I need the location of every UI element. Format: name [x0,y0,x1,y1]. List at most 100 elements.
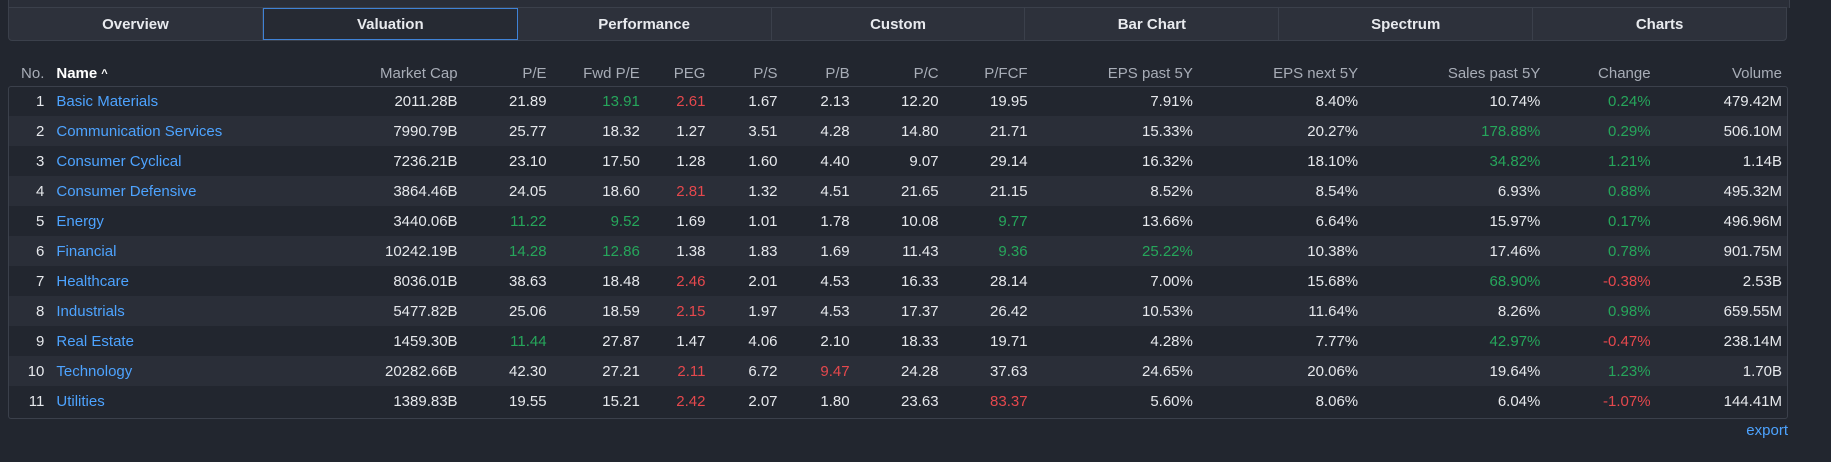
cell-change: 1.23% [1608,362,1651,380]
cell-change: 0.29% [1608,122,1651,140]
sector-link[interactable]: Basic Materials [56,92,159,110]
cell-change: -0.47% [1603,332,1651,350]
cell-eps-past-5y: 25.22% [1141,242,1193,260]
col-header-pe[interactable]: P/E [522,64,547,82]
col-header-ps[interactable]: P/S [753,64,778,82]
cell-fwd-pe: 13.91 [602,92,640,110]
cell-volume: 238.14M [1723,332,1782,350]
sector-link[interactable]: Real Estate [56,332,134,350]
sector-link[interactable]: Communication Services [56,122,223,140]
cell-sales-past-5y: 17.46% [1489,242,1541,260]
cell-name: Healthcare [50,266,357,296]
table-row[interactable]: 4 Consumer Defensive 3864.46B 24.05 18.60 2.8… [8,176,1788,206]
cell-volume: 2.53B [1742,272,1782,290]
cell-pe: 24.05 [509,182,547,200]
table-row[interactable]: 6 Financial 10242.19B 14.28 12.86 1.38 1.83 1.6… [8,236,1788,266]
cell-pe: 11.22 [510,212,547,230]
col-header-pb[interactable]: P/B [825,64,850,82]
col-header-name[interactable]: Name ^ [50,60,357,86]
cell-change: 0.88% [1608,182,1651,200]
cell-ps: 2.07 [748,392,778,410]
cell-pc: 23.63 [901,392,939,410]
table-row[interactable]: 7 Healthcare 8036.01B 38.63 18.48 2.46 2.01 4.5… [8,266,1788,296]
cell-pe: 19.55 [509,392,547,410]
tab-charts[interactable]: Charts [1635,15,1684,33]
sector-link[interactable]: Healthcare [56,272,129,290]
cell-eps-next-5y: 6.64% [1315,212,1359,230]
cell-pfcf: 9.36 [998,242,1028,260]
cell-fwd-pe: 17.50 [602,152,640,170]
cell-pb: 4.53 [820,272,850,290]
tab-custom[interactable]: Custom [772,8,1026,40]
cell-sales-past-5y: 15.97% [1489,212,1541,230]
col-header-peg[interactable]: PEG [673,64,706,82]
cell-market-cap: 2011.28B [394,92,458,110]
col-header-pfcf[interactable]: P/FCF [984,64,1028,82]
sector-link[interactable]: Consumer Defensive [56,182,197,200]
col-header-sales-past-5y[interactable]: Sales past 5Y [1447,64,1541,82]
col-header-no[interactable]: No. [21,64,45,82]
col-header-fwd-pe[interactable]: Fwd P/E [583,64,640,82]
cell-fwd-pe: 18.60 [602,182,640,200]
cell-no: 5 [36,212,45,230]
cell-eps-past-5y: 5.60% [1150,392,1193,410]
cell-name: Communication Services [50,116,357,146]
cell-change: 0.78% [1608,242,1651,260]
table-row[interactable]: 8 Industrials 5477.82B 25.06 18.59 2.15 1.97 4.… [8,296,1788,326]
col-header-eps-next-5y[interactable]: EPS next 5Y [1273,64,1359,82]
cell-no: 8 [36,302,45,320]
tab-performance[interactable]: Performance [518,8,772,40]
tab-bar-chart[interactable]: Bar Chart [1025,8,1280,40]
cell-pe: 25.77 [509,122,547,140]
cell-market-cap: 7236.21B [393,152,458,170]
cell-pfcf: 21.71 [990,122,1028,140]
cell-name: Basic Materials [50,86,357,116]
table-row[interactable]: 5 Energy 3440.06B 11.22 9.52 1.69 1.01 1.78 10.0… [8,206,1788,236]
tab-overview[interactable]: Overview [9,8,263,40]
table-row[interactable]: 11 Utilities 1389.83B 19.55 15.21 2.42 2.07 1.8… [8,386,1788,416]
cell-no: 4 [36,182,45,200]
cell-name: Industrials [50,296,357,326]
cell-market-cap: 20282.66B [384,362,458,380]
cell-pfcf: 19.95 [990,92,1028,110]
sector-link[interactable]: Financial [56,242,117,260]
export-link[interactable]: export [1746,422,1788,439]
cell-sales-past-5y: 10.74% [1489,92,1541,110]
cell-pe: 25.06 [509,302,547,320]
cell-sales-past-5y: 178.88% [1481,122,1541,140]
cell-pc: 10.08 [901,212,939,230]
cell-peg: 1.47 [676,332,706,350]
tab-spectrum[interactable]: Spectrum [1279,8,1534,40]
sector-link[interactable]: Energy [56,212,104,230]
sector-link[interactable]: Utilities [56,392,105,410]
cell-sales-past-5y: 68.90% [1489,272,1541,290]
sector-link[interactable]: Industrials [56,302,125,320]
table-row[interactable]: 1 Basic Materials 2011.28B 21.89 13.91 2.61 1.… [8,86,1788,116]
col-header-market-cap[interactable]: Market Cap [380,64,458,82]
col-header-eps-past-5y[interactable]: EPS past 5Y [1107,64,1193,82]
table-row[interactable]: 3 Consumer Cyclical 7236.21B 23.10 17.50 1.28… [8,146,1788,176]
cell-fwd-pe: 12.86 [602,242,640,260]
cell-peg: 2.15 [676,302,706,320]
table-row[interactable]: 2 Communication Services 7990.79B 25.77 18.3… [8,116,1788,146]
sector-link[interactable]: Technology [56,362,133,380]
cell-pfcf: 29.14 [990,152,1028,170]
cell-pe: 14.28 [509,242,547,260]
cell-pb: 4.40 [820,152,850,170]
cell-pc: 24.28 [901,362,939,380]
col-header-pc[interactable]: P/C [913,64,939,82]
cell-pfcf: 19.71 [990,332,1028,350]
cell-pc: 18.33 [901,332,939,350]
cell-eps-next-5y: 20.27% [1307,122,1359,140]
col-header-change[interactable]: Change [1598,64,1651,82]
sector-link[interactable]: Consumer Cyclical [56,152,182,170]
tab-valuation[interactable]: Valuation [262,8,518,40]
cell-market-cap: 7990.79B [393,122,458,140]
cell-pc: 11.43 [902,242,939,260]
col-header-volume[interactable]: Volume [1731,64,1782,82]
table-row[interactable]: 9 Real Estate 1459.30B 11.44 27.87 1.47 4.06 2.… [8,326,1788,356]
cell-pb: 1.69 [820,242,850,260]
cell-volume: 144.41M [1723,392,1782,410]
cell-pc: 14.80 [901,122,939,140]
table-row[interactable]: 10 Technology 20282.66B 42.30 27.21 2.11 6.72 9… [8,356,1788,386]
